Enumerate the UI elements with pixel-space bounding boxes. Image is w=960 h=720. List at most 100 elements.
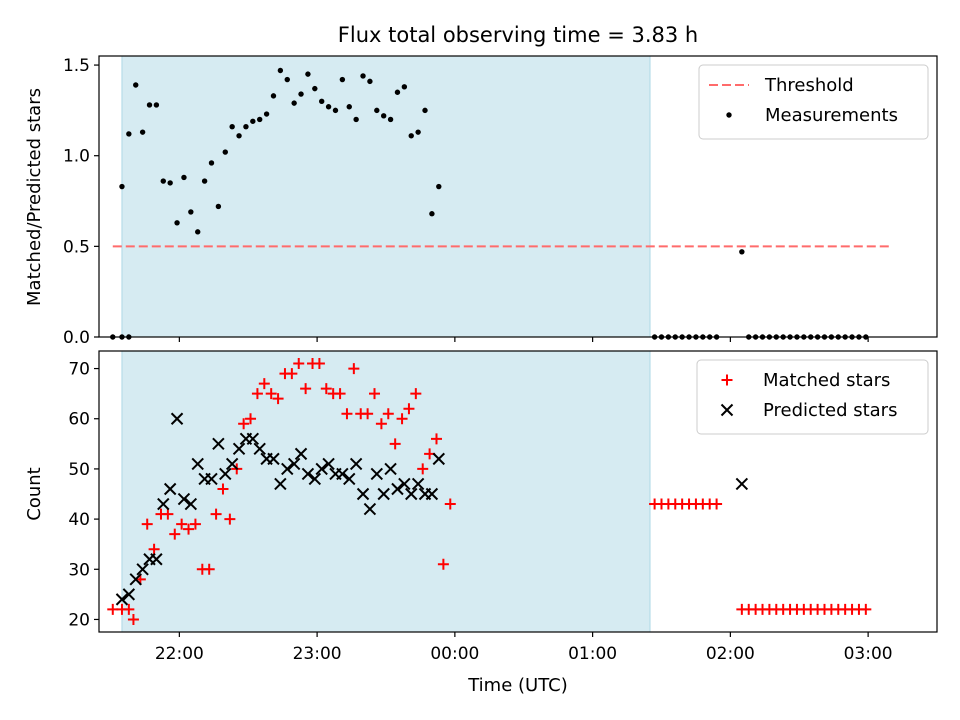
measurement-point — [201, 178, 208, 184]
measurement-point — [339, 76, 346, 83]
matched-star-marker — [444, 498, 456, 510]
matched-star-marker — [203, 563, 215, 575]
predicted-star-marker — [157, 497, 170, 511]
legend-label: Predicted stars — [763, 400, 897, 421]
measurement-point — [284, 76, 290, 83]
measurement-point — [167, 180, 173, 186]
measurement-point — [181, 174, 187, 181]
axes-frame — [98, 350, 938, 633]
measurement-point — [298, 91, 304, 97]
predicted-star-marker — [294, 447, 308, 461]
legend-matched-swatch — [721, 374, 733, 386]
measurement-point — [229, 124, 235, 130]
predicted-star-marker — [163, 482, 177, 496]
measurement-point — [257, 116, 263, 123]
measurement-point — [222, 149, 228, 155]
predicted-star-marker — [170, 412, 184, 425]
predicted-star-marker — [349, 457, 363, 471]
y-tick-label: 60 — [68, 410, 90, 430]
predicted-star-marker — [308, 472, 322, 486]
predicted-star-marker — [122, 588, 136, 601]
matched-star-marker — [334, 388, 346, 400]
matched-star-marker — [369, 388, 381, 400]
predicted-star-marker — [129, 573, 142, 586]
matched-star-marker — [300, 383, 312, 395]
predicted-star-marker — [370, 467, 384, 481]
measurement-point — [739, 249, 745, 255]
predicted-star-marker — [115, 593, 129, 606]
measurement-point — [319, 98, 325, 105]
measurement-point — [174, 220, 180, 226]
measurement-point — [236, 133, 242, 139]
measurement-point — [243, 124, 249, 130]
predicted-star-marker — [405, 487, 418, 501]
predicted-star-marker — [432, 452, 445, 466]
matched-star-marker — [410, 388, 422, 400]
predicted-star-marker — [281, 462, 294, 476]
matched-star-marker — [183, 523, 195, 535]
matched-star-marker — [286, 368, 298, 380]
measurement-point — [312, 85, 318, 92]
matched-star-marker — [375, 418, 387, 430]
y-tick-label: 70 — [68, 360, 90, 380]
matched-star-marker — [382, 408, 394, 420]
measurement-point — [353, 116, 359, 123]
predicted-star-marker — [398, 477, 411, 491]
measurement-point — [380, 113, 387, 119]
x-tick-label: 03:00 — [844, 644, 893, 664]
matched-star-marker — [417, 463, 429, 475]
measurement-point — [367, 78, 373, 85]
legend-label: Matched stars — [763, 370, 890, 391]
measurement-point — [429, 211, 435, 217]
x-tick-label: 23:00 — [293, 644, 342, 664]
x-tick-label: 01:00 — [568, 644, 617, 664]
legend-label: Threshold — [764, 75, 854, 96]
matched-star-marker — [189, 518, 201, 530]
matched-star-marker — [348, 363, 360, 375]
measurement-point — [153, 102, 160, 108]
x-tick-label: 02:00 — [706, 644, 755, 664]
legend-label: Measurements — [765, 105, 898, 126]
chart-title: Flux total observing time = 3.83 h — [338, 23, 698, 47]
matched-star-marker — [396, 413, 408, 425]
predicted-star-marker — [246, 432, 260, 446]
matched-star-marker — [123, 603, 135, 615]
y-tick-label: 1.0 — [63, 147, 90, 167]
y-tick-label: 50 — [68, 460, 90, 480]
measurement-point — [332, 107, 339, 114]
matched-star-marker — [313, 358, 325, 370]
legend-box — [696, 359, 929, 435]
predicted-star-marker — [356, 487, 370, 501]
matched-star-marker — [272, 393, 284, 405]
observing-span — [121, 56, 651, 337]
measurement-point — [346, 104, 352, 110]
y-tick-label: 20 — [68, 610, 90, 630]
predicted-star-marker — [301, 467, 315, 481]
predicted-star-marker — [177, 492, 191, 506]
measurement-point — [250, 118, 256, 124]
predicted-star-marker — [267, 452, 280, 466]
matched-star-marker — [210, 508, 222, 520]
measurement-point — [394, 89, 401, 95]
measurement-point — [160, 178, 166, 184]
axes-frame — [98, 55, 938, 338]
predicted-star-marker — [377, 487, 390, 501]
measurement-point — [325, 104, 332, 110]
predicted-star-marker — [343, 472, 356, 486]
measurement-point — [374, 107, 380, 114]
measurement-point — [277, 67, 284, 74]
measurement-point — [119, 183, 125, 190]
matched-star-marker — [362, 408, 374, 420]
measurement-point — [263, 111, 270, 117]
measurement-point — [139, 129, 146, 135]
matched-star-marker — [238, 418, 250, 430]
legend-box — [698, 64, 929, 140]
matched-star-marker — [127, 613, 139, 625]
predicted-star-marker — [191, 457, 204, 471]
y-tick-label: 0.5 — [63, 237, 90, 257]
measurement-point — [360, 73, 366, 79]
predicted-star-marker — [232, 442, 246, 456]
legend-measurement-swatch — [726, 112, 732, 118]
matched-star-marker — [251, 388, 263, 400]
predicted-star-marker — [225, 457, 239, 471]
